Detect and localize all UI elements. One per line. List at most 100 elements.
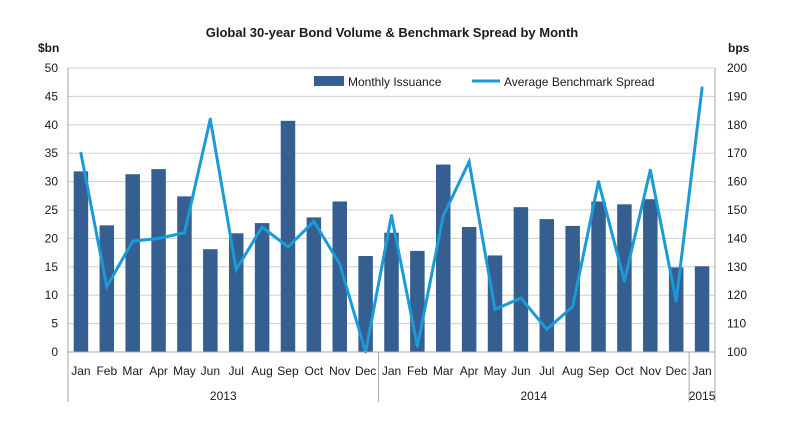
line-point [157,236,161,240]
bar [694,266,710,352]
left-tick-label: 50 [45,61,59,75]
line-point [338,262,342,266]
right-tick-label: 180 [727,118,747,132]
category-label: Mar [433,364,454,378]
bar [203,249,218,352]
bar [228,233,244,352]
line-point [286,245,290,249]
line-point [597,180,601,184]
right-tick-label: 160 [727,175,747,189]
category-label: Jan [692,364,711,378]
left-tick-label: 25 [45,203,59,217]
category-label: Jun [201,364,220,378]
left-tick-label: 30 [45,175,59,189]
bar [643,199,658,352]
right-tick-label: 150 [727,203,747,217]
left-tick-label: 10 [45,288,59,302]
line-point [467,160,471,164]
line-point [493,307,497,311]
group-label: 2015 [689,389,716,403]
category-label: Jul [229,364,244,378]
axes: 0 5 10 15 20 25 30 35 40 45 50 100 110 120 130 140 150 16… [45,61,748,403]
category-label: Dec [666,364,687,378]
bar [73,171,89,352]
right-tick-label: 200 [727,61,747,75]
right-tick-label: 110 [727,317,746,331]
category-label: Jul [539,364,554,378]
bar [384,232,399,352]
bar [539,219,555,352]
left-tick-label: 35 [45,146,59,160]
line-point [312,219,316,223]
category-label: Mar [122,364,143,378]
category-label: Jan [71,364,90,378]
category-label: Oct [615,364,634,378]
bar [254,223,270,352]
line-point [700,86,704,90]
group-label: 2013 [210,389,237,403]
line-point [234,268,238,272]
category-label: Aug [562,364,583,378]
left-tick-label: 0 [51,345,58,359]
line-point [648,168,652,172]
left-tick-label: 5 [51,317,58,331]
category-label: May [173,364,196,378]
right-tick-label: 140 [727,231,747,245]
bar [591,201,606,352]
line-point [182,231,186,235]
right-tick-label: 130 [727,260,747,274]
bar [461,227,477,352]
bar [280,120,296,352]
bar [513,207,529,352]
category-label: Apr [460,364,479,378]
bar [436,164,451,352]
legend-swatch-bar [314,76,344,86]
bar [332,201,347,352]
chart-title: Global 30-year Bond Volume & Benchmark S… [206,25,579,40]
category-label: Sep [277,364,299,378]
right-tick-label: 100 [727,345,747,359]
line-point [131,239,135,243]
bar [306,217,322,352]
line-point [415,344,419,348]
category-label: Feb [96,364,117,378]
legend-label: Average Benchmark Spread [504,75,655,89]
line-point [390,214,393,218]
legend-label: Monthly Issuance [348,75,442,89]
right-tick-label: 170 [727,146,747,160]
line-point [622,279,626,283]
category-label: Oct [305,364,324,378]
bar [177,196,192,352]
right-tick-label: 120 [727,288,747,302]
left-tick-label: 20 [45,231,59,245]
left-tick-label: 45 [45,89,59,103]
group-label: 2014 [520,389,547,403]
line-point [441,214,445,218]
category-label: Jun [511,364,530,378]
bar [151,169,166,352]
right-axis-unit: bps [728,41,750,55]
category-label: Nov [329,364,350,378]
line-point [105,285,109,289]
category-label: Feb [407,364,428,378]
line-point [260,225,264,229]
line-point [79,151,83,155]
line-point [674,299,678,303]
category-label: Aug [251,364,272,378]
category-label: Apr [149,364,168,378]
category-label: May [484,364,507,378]
left-tick-label: 15 [45,260,59,274]
line-point [571,305,575,309]
bar [565,225,580,352]
legend: Monthly Issuance Average Benchmark Spread [314,75,655,89]
right-tick-label: 190 [727,89,747,103]
line-point [519,296,523,300]
line-series [79,86,704,354]
bar [125,174,140,352]
bar [410,250,425,352]
line-point [545,327,549,331]
left-tick-label: 40 [45,118,59,132]
category-label: Jan [382,364,401,378]
